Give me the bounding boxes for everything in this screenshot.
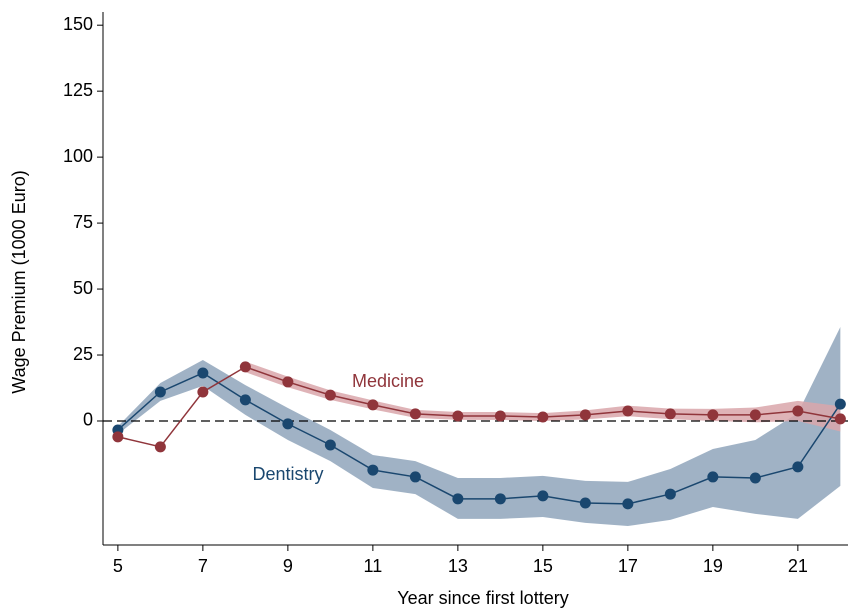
data-point [367,464,379,476]
data-point [537,490,549,502]
data-point [154,441,166,453]
series-line [117,372,841,505]
data-point [707,409,719,421]
y-tick-label: 125 [63,80,93,100]
x-tick-label: 9 [283,556,293,576]
x-tick-label: 17 [618,556,638,576]
x-tick-label: 5 [113,556,123,576]
data-point [324,389,336,401]
y-tick-label: 75 [73,212,93,232]
data-point [112,431,124,443]
y-tick-label: 25 [73,344,93,364]
y-tick-label: 50 [73,278,93,298]
y-tick-label: 100 [63,146,93,166]
data-point [579,409,591,421]
x-tick-label: 11 [364,556,383,576]
data-point [239,394,251,406]
data-point [494,410,506,422]
x-tick-label: 15 [533,556,553,576]
data-point [834,398,846,410]
series-label: Dentistry [252,464,323,484]
series-line [117,366,841,448]
data-point [792,461,804,473]
x-tick-label: 13 [448,556,468,576]
data-point [282,418,294,430]
y-tick-label: 0 [83,410,93,430]
y-tick-label: 150 [63,14,93,34]
data-point [282,376,294,388]
data-point [622,498,634,510]
y-axis-title: Wage Premium (1000 Euro) [9,170,29,393]
data-point [834,413,846,425]
data-point [367,399,379,411]
data-point [537,411,549,423]
x-axis-title: Year since first lottery [397,588,568,608]
x-tick-label: 7 [198,556,208,576]
data-point [409,471,421,483]
data-point [579,497,591,509]
confidence-band [117,327,841,527]
data-point [664,408,676,420]
data-point [452,493,464,505]
series-label: Medicine [352,371,424,391]
data-point [749,409,761,421]
data-point [707,471,719,483]
x-tick-label: 19 [703,556,723,576]
data-point [239,361,251,373]
data-point [792,405,804,417]
x-tick-label: 21 [788,556,808,576]
data-point [622,405,634,417]
data-point [494,493,506,505]
data-point [409,408,421,420]
data-point [154,386,166,398]
data-point [664,488,676,500]
data-point [197,386,209,398]
data-point [197,367,209,379]
data-point [324,439,336,451]
data-point [452,410,464,422]
data-point [749,472,761,484]
